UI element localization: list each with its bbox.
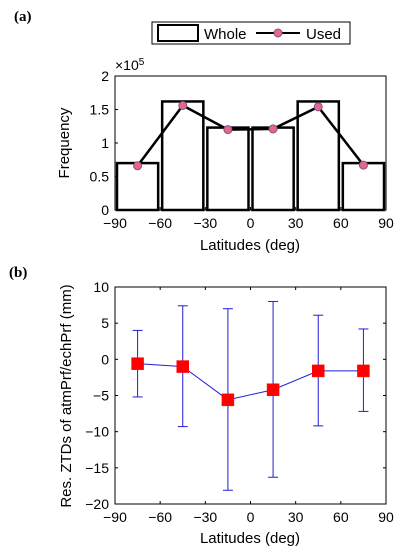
legend-whole-label: Whole [204,26,247,43]
x-tick-label: −30 [193,215,217,231]
legend-whole-swatch [157,24,199,42]
x-tick-label: 90 [378,215,394,231]
bar-whole [251,126,295,212]
mean-marker [266,383,280,396]
used-marker [178,100,188,110]
legend-used-swatch-marker [273,28,283,38]
x-tick-label: −60 [148,509,172,525]
y-tick-label: −20 [85,496,109,512]
used-line [136,103,365,167]
x-tick-label: 60 [333,215,349,231]
used-line-group [133,100,368,171]
used-marker [223,125,233,135]
used-marker [358,160,368,170]
mean-marker [312,364,325,378]
bar-whole [160,100,205,212]
y-tick-label: 0 [101,202,109,218]
errorbars-group [132,300,369,491]
y-axis-label: Frequency [56,107,73,178]
y-tick-label: −5 [93,388,109,404]
y-tick-label: 0.5 [90,169,110,185]
x-tick-label: −90 [103,215,127,231]
x-tick-label: 0 [247,509,255,525]
bar-whole [296,100,341,212]
panel-a-label: (a) [14,9,32,25]
mean-line [137,363,364,401]
x-tick-label: −90 [103,509,127,525]
x-tick-label: 0 [247,215,255,231]
mean-line-group [131,357,370,407]
bar-whole [341,161,386,212]
bars-group [115,100,386,212]
histogram-panel: 0 0.5 1 1.5 2 −90 −60 −30 0 30 60 90 ×105 Frequenc… [56,21,394,254]
residual-panel: −20 −15 −10 −5 0 5 10 −90 −60 −30 0 30 60 90 Res. ZT… [58,279,394,547]
x-ticks-b: −90 −60 −30 0 30 60 90 [103,287,394,525]
mean-marker [131,357,144,370]
y-tick-label: 0 [101,351,109,367]
x-tick-label: 90 [378,509,394,525]
x-axis-label: Latitudes (deg) [200,237,300,254]
used-marker [133,161,143,171]
panel-b-label: (b) [9,265,27,281]
y-ticks: 0 0.5 1 1.5 2 [90,68,118,218]
y-tick-label: 10 [93,279,109,295]
x-tick-label: −30 [193,509,217,525]
y-tick-label: 5 [101,315,109,331]
mean-marker [357,364,370,378]
mean-marker [176,360,189,373]
y-axis-label-b: Res. ZTDs of atmPrf/echPrf (mm) [58,284,75,507]
x-tick-label: −60 [148,215,172,231]
legend-used-label: Used [306,26,341,43]
legend-box [151,21,351,45]
plot-area-frame-b [114,286,387,505]
used-marker [313,102,323,112]
mean-marker [221,393,235,407]
x-tick-label: 60 [333,509,349,525]
y-tick-label: 1.5 [90,102,110,118]
x-axis-label-b: Latitudes (deg) [200,530,300,547]
x-ticks: −90 −60 −30 0 30 60 90 [103,207,394,231]
used-marker [268,124,278,134]
y-tick-label: −15 [85,460,109,476]
y-tick-label: −10 [85,424,109,440]
x-tick-label: 30 [288,509,304,525]
y-ticks-b: −20 −15 −10 −5 0 5 10 [85,279,386,512]
y-tick-label: 1 [101,135,109,151]
y-exponent: ×105 [115,57,145,74]
legend: Whole Used [151,21,351,45]
x-tick-label: 30 [288,215,304,231]
y-tick-label: 2 [101,68,109,84]
bar-whole [206,126,250,212]
